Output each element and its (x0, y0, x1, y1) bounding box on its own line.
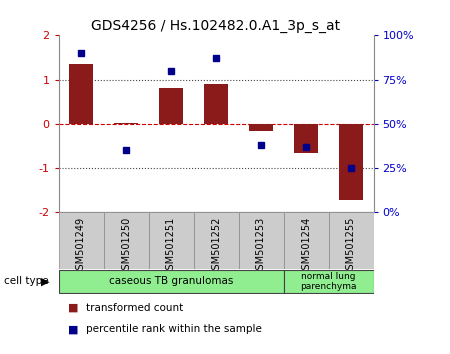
Bar (328, 212, 374, 269)
Text: ■: ■ (68, 303, 78, 313)
Bar (293, 124, 319, 153)
Bar (248, 124, 274, 131)
Bar (58, 270, 284, 292)
Text: ▶: ▶ (41, 276, 49, 286)
Bar (194, 212, 238, 269)
Text: transformed count: transformed count (86, 303, 183, 313)
Text: cell type: cell type (4, 276, 49, 286)
Bar (284, 270, 374, 292)
Text: GSM501255: GSM501255 (346, 217, 356, 276)
Text: GSM501254: GSM501254 (301, 217, 311, 276)
Text: GSM501252: GSM501252 (211, 217, 221, 276)
Bar (68, 64, 94, 124)
Bar (104, 212, 148, 269)
Text: ■: ■ (68, 324, 78, 334)
Bar (58, 212, 104, 269)
Bar (203, 84, 228, 124)
Text: percentile rank within the sample: percentile rank within the sample (86, 324, 261, 334)
Bar (338, 124, 364, 200)
Bar (148, 212, 194, 269)
Text: GSM501249: GSM501249 (76, 217, 86, 276)
Bar (158, 87, 184, 124)
Text: caseous TB granulomas: caseous TB granulomas (109, 276, 233, 286)
Bar (284, 212, 328, 269)
Bar (113, 123, 139, 124)
Bar (238, 212, 284, 269)
Text: GSM501253: GSM501253 (256, 217, 266, 276)
Text: GSM501250: GSM501250 (121, 217, 131, 276)
Text: GSM501251: GSM501251 (166, 217, 176, 276)
Title: GDS4256 / Hs.102482.0.A1_3p_s_at: GDS4256 / Hs.102482.0.A1_3p_s_at (91, 19, 341, 33)
Text: normal lung
parenchyma: normal lung parenchyma (300, 272, 357, 291)
